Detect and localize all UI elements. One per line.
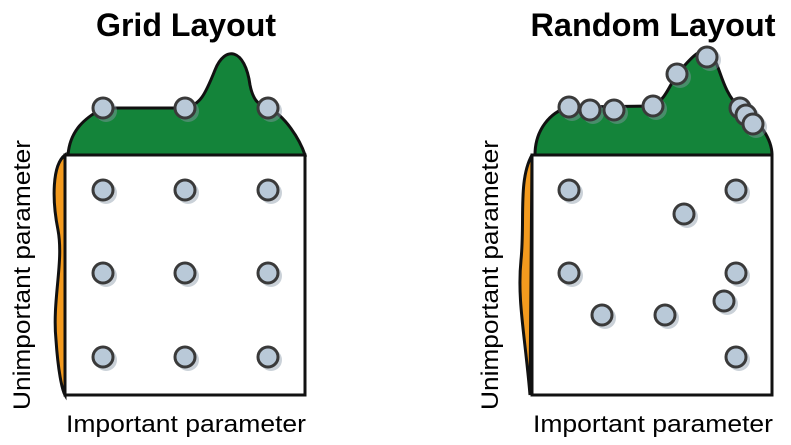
grid-points (91, 96, 282, 371)
sample-point (173, 261, 197, 285)
sample-point (91, 96, 115, 120)
panel-title: Grid Layout (96, 7, 276, 43)
y-label: Unimportant parameter (477, 140, 504, 410)
sample-point (557, 95, 581, 119)
sample-point (741, 112, 765, 136)
sample-point (256, 345, 280, 369)
sample-point (173, 178, 197, 202)
sample-point (724, 345, 748, 369)
sample-point (672, 202, 696, 226)
random-points (557, 45, 767, 371)
sample-point (173, 345, 197, 369)
sample-point (653, 303, 677, 327)
sample-point (578, 98, 602, 122)
sample-point (91, 261, 115, 285)
sample-point (590, 303, 614, 327)
panel-title: Random Layout (531, 7, 776, 43)
sample-point (557, 178, 581, 202)
sample-point (665, 62, 689, 86)
sample-point (695, 45, 719, 69)
sample-point (91, 178, 115, 202)
x-label: Important parameter (533, 411, 773, 438)
random-panel: Random Layout Important parameter Unimpo… (477, 7, 776, 438)
sample-point (712, 289, 736, 313)
sample-point (724, 261, 748, 285)
sample-point (641, 94, 665, 118)
grid-panel: Grid Layout Important parameter Unimport… (9, 7, 308, 438)
sample-point (256, 261, 280, 285)
sample-point (256, 96, 280, 120)
unimportant-distribution (52, 151, 67, 401)
sample-point (557, 261, 581, 285)
y-label: Unimportant parameter (9, 140, 36, 410)
sample-point (173, 96, 197, 120)
sample-point (256, 178, 280, 202)
unimportant-distribution (518, 154, 534, 396)
x-label: Important parameter (66, 411, 306, 438)
sample-point (91, 345, 115, 369)
sample-point (724, 178, 748, 202)
sample-point (602, 98, 626, 122)
